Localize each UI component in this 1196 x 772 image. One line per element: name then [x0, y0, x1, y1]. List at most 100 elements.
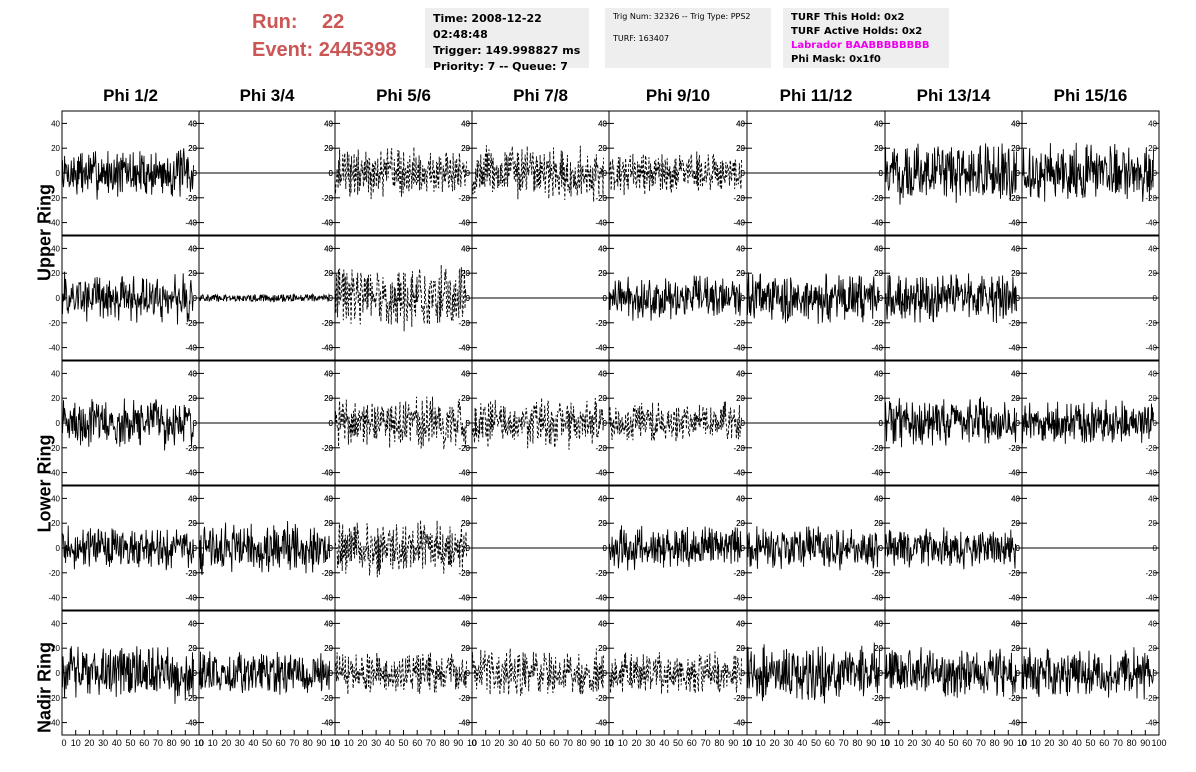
y-tick-label-right: 40: [874, 369, 883, 378]
y-tick-label: 20: [324, 644, 333, 653]
y-tick-label: 0: [1016, 169, 1021, 178]
turf-text: TURF: 163407: [613, 34, 670, 43]
y-tick-label-right: 40: [1011, 619, 1020, 628]
y-tick-label: -20: [48, 694, 60, 703]
x-tick-label: 0: [334, 738, 339, 748]
y-tick-label-right: -40: [595, 594, 607, 603]
y-tick-label: -20: [321, 444, 333, 453]
y-tick-label: -40: [733, 594, 745, 603]
y-tick-label-right: -20: [1008, 694, 1020, 703]
panel-frame: [471, 360, 610, 486]
y-tick-label: -20: [733, 194, 745, 203]
y-tick-label-right: -40: [595, 469, 607, 478]
y-tick-label-right: -40: [871, 219, 883, 228]
y-tick-label-right: -40: [595, 344, 607, 353]
y-tick-label-right: -40: [871, 344, 883, 353]
y-tick-label-right: 20: [1011, 519, 1020, 528]
x-tick-label: 10: [756, 738, 766, 748]
y-tick-label: 0: [329, 419, 334, 428]
x-tick-label: 50: [673, 738, 683, 748]
y-tick-label: -20: [185, 569, 197, 578]
x-tick-label: 0: [471, 738, 476, 748]
y-tick-label-right: 20: [874, 269, 883, 278]
x-tick-label: 10: [1031, 738, 1041, 748]
y-tick-label-right: -40: [321, 344, 333, 353]
y-tick-label-right: 0: [741, 294, 746, 303]
y-tick-label: 40: [874, 244, 883, 253]
y-tick-label: 0: [56, 294, 61, 303]
x-tick-label: 40: [112, 738, 122, 748]
y-tick-label: 20: [598, 144, 607, 153]
y-tick-label: 20: [461, 269, 470, 278]
y-tick-label-right: 0: [466, 419, 471, 428]
y-tick-label: 0: [466, 419, 471, 428]
y-tick-label: 20: [324, 519, 333, 528]
y-tick-label-right: -40: [185, 219, 197, 228]
y-tick-label-right: 0: [1016, 419, 1021, 428]
y-tick-label-right: -20: [458, 569, 470, 578]
waveform-trace: [198, 292, 331, 303]
y-tick-label-right: -20: [458, 319, 470, 328]
y-tick-label: 0: [741, 544, 746, 553]
waveform-trace: [471, 648, 604, 696]
y-tick-label-right: 20: [1011, 644, 1020, 653]
y-tick-label: 0: [603, 169, 608, 178]
waveform-trace: [61, 271, 194, 325]
x-tick-label: 10: [880, 738, 890, 748]
y-tick-label: 40: [324, 369, 333, 378]
y-tick-label: -40: [733, 719, 745, 728]
waveform-trace: [471, 145, 604, 202]
x-tick-label: 80: [714, 738, 724, 748]
y-tick-label-right: -40: [595, 219, 607, 228]
y-tick-label: -20: [733, 319, 745, 328]
y-tick-label-right: 0: [1153, 419, 1158, 428]
y-tick-label: 20: [188, 144, 197, 153]
y-tick-label-right: 20: [736, 394, 745, 403]
y-tick-label-right: -40: [733, 344, 745, 353]
waveform-trace: [884, 396, 1017, 448]
y-tick-label-right: 20: [736, 144, 745, 153]
y-tick-label-right: 0: [741, 169, 746, 178]
y-tick-label: 40: [461, 244, 470, 253]
y-tick-label: -20: [733, 444, 745, 453]
y-tick-label: 0: [603, 544, 608, 553]
y-tick-label-right: 0: [879, 294, 884, 303]
waveform-trace: [608, 651, 742, 694]
x-tick-label: 60: [962, 738, 972, 748]
y-tick-label: 40: [1011, 244, 1020, 253]
time-text: Time: 2008-12-22 02:48:48: [433, 12, 542, 41]
y-tick-label: 0: [1016, 294, 1021, 303]
x-tick-label: 50: [535, 738, 545, 748]
x-tick-label: 60: [549, 738, 559, 748]
x-tick-label: 70: [839, 738, 849, 748]
y-tick-label: 20: [324, 394, 333, 403]
y-tick-label-right: -20: [871, 694, 883, 703]
x-tick-label: 90: [180, 738, 190, 748]
y-tick-label-right: 40: [1148, 494, 1157, 503]
y-tick-label-right: -40: [733, 469, 745, 478]
y-tick-label-right: 20: [598, 144, 607, 153]
y-tick-label-right: 40: [1148, 619, 1157, 628]
y-tick-label-right: -20: [871, 444, 883, 453]
y-tick-label-right: 0: [466, 169, 471, 178]
y-tick-label: -40: [595, 219, 607, 228]
y-tick-label-right: -40: [185, 344, 197, 353]
y-tick-label-right: -20: [595, 319, 607, 328]
y-tick-label: -20: [733, 569, 745, 578]
x-tick-label: 10: [71, 738, 81, 748]
y-tick-label-right: 40: [188, 619, 197, 628]
y-tick-label-right: 0: [1016, 294, 1021, 303]
y-tick-label: -20: [458, 569, 470, 578]
y-tick-label: -20: [185, 444, 197, 453]
y-tick-label-right: -20: [1145, 694, 1157, 703]
y-tick-label: 0: [466, 669, 471, 678]
y-tick-label: -20: [871, 444, 883, 453]
y-tick-label: -40: [185, 719, 197, 728]
y-tick-label: -40: [185, 344, 197, 353]
y-tick-label: -40: [458, 719, 470, 728]
x-tick-label: 100: [1151, 738, 1166, 748]
y-tick-label: 40: [1011, 369, 1020, 378]
y-tick-label: -20: [1008, 319, 1020, 328]
y-tick-label: 40: [188, 369, 197, 378]
y-tick-label-right: 20: [324, 644, 333, 653]
